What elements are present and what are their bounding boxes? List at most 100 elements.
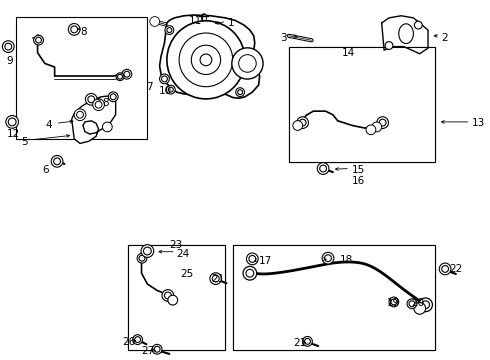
Circle shape — [324, 255, 331, 262]
Text: 8: 8 — [80, 27, 87, 37]
Circle shape — [422, 301, 430, 309]
Circle shape — [385, 42, 393, 49]
Circle shape — [135, 337, 141, 342]
Circle shape — [154, 346, 160, 352]
Circle shape — [246, 269, 254, 277]
Text: 4: 4 — [46, 120, 52, 130]
Circle shape — [51, 156, 63, 167]
Text: 25: 25 — [181, 269, 194, 279]
Circle shape — [6, 116, 19, 128]
Circle shape — [88, 96, 95, 103]
Circle shape — [162, 289, 174, 301]
Circle shape — [137, 253, 147, 263]
Text: 24: 24 — [177, 249, 190, 259]
Text: 12: 12 — [7, 129, 20, 139]
Circle shape — [191, 45, 220, 75]
Circle shape — [212, 275, 219, 282]
Ellipse shape — [399, 24, 414, 44]
Circle shape — [299, 119, 306, 126]
Circle shape — [322, 252, 334, 264]
Circle shape — [419, 298, 433, 312]
Circle shape — [441, 266, 448, 273]
Circle shape — [124, 71, 130, 77]
Circle shape — [407, 299, 417, 309]
Text: 16: 16 — [351, 176, 365, 186]
Bar — [233, 244, 435, 350]
Circle shape — [297, 117, 308, 129]
Circle shape — [144, 247, 151, 255]
Text: 15: 15 — [351, 165, 365, 175]
Circle shape — [303, 337, 312, 346]
Text: 13: 13 — [471, 118, 485, 128]
Circle shape — [110, 94, 116, 100]
Circle shape — [179, 33, 233, 87]
Circle shape — [102, 122, 112, 132]
Text: 5: 5 — [22, 137, 28, 147]
Circle shape — [232, 48, 263, 79]
Circle shape — [150, 17, 160, 26]
Circle shape — [409, 301, 415, 307]
Circle shape — [246, 253, 258, 265]
Circle shape — [238, 90, 243, 95]
Circle shape — [85, 94, 97, 105]
Text: 27: 27 — [142, 346, 155, 356]
Circle shape — [165, 26, 174, 35]
Circle shape — [8, 118, 16, 126]
Bar — [128, 244, 225, 350]
Circle shape — [366, 125, 376, 135]
Text: 2: 2 — [441, 33, 448, 43]
Polygon shape — [72, 96, 116, 143]
Circle shape — [377, 117, 389, 129]
Text: 8: 8 — [102, 98, 109, 108]
Circle shape — [95, 101, 102, 108]
Text: 18: 18 — [340, 255, 353, 265]
Text: 21: 21 — [211, 274, 224, 284]
Circle shape — [305, 338, 310, 344]
Circle shape — [54, 158, 60, 165]
Text: 11: 11 — [189, 16, 202, 26]
Text: 23: 23 — [170, 240, 183, 250]
Circle shape — [379, 119, 386, 126]
Text: 9: 9 — [7, 56, 13, 66]
Text: 19: 19 — [387, 298, 400, 308]
Circle shape — [2, 41, 14, 53]
Circle shape — [36, 37, 42, 43]
Circle shape — [5, 43, 12, 50]
Circle shape — [200, 54, 212, 66]
Circle shape — [243, 266, 257, 280]
Text: 17: 17 — [259, 256, 272, 266]
Bar — [233, 244, 435, 350]
Text: 14: 14 — [342, 48, 355, 58]
Circle shape — [239, 55, 256, 72]
Circle shape — [293, 121, 303, 130]
Bar — [289, 47, 435, 162]
Circle shape — [68, 23, 80, 35]
Circle shape — [391, 299, 397, 305]
Circle shape — [141, 245, 154, 257]
Circle shape — [76, 111, 83, 118]
Circle shape — [167, 85, 175, 94]
Bar — [128, 244, 225, 350]
Circle shape — [118, 74, 122, 79]
Circle shape — [415, 21, 422, 29]
Circle shape — [167, 21, 245, 99]
Circle shape — [167, 28, 172, 32]
Circle shape — [34, 35, 44, 45]
Text: 22: 22 — [449, 264, 462, 274]
Polygon shape — [160, 15, 260, 98]
Bar — [289, 47, 435, 162]
Circle shape — [133, 335, 143, 345]
Text: 6: 6 — [43, 165, 49, 175]
Circle shape — [319, 165, 326, 172]
Bar — [16, 17, 147, 139]
Circle shape — [122, 69, 132, 79]
Text: 7: 7 — [147, 82, 153, 93]
Circle shape — [317, 163, 329, 174]
Circle shape — [389, 297, 399, 307]
Circle shape — [160, 74, 170, 84]
Circle shape — [74, 109, 86, 121]
Text: 21: 21 — [293, 338, 306, 348]
Circle shape — [372, 122, 382, 132]
Text: 26: 26 — [122, 337, 135, 347]
Text: 20: 20 — [411, 298, 424, 309]
